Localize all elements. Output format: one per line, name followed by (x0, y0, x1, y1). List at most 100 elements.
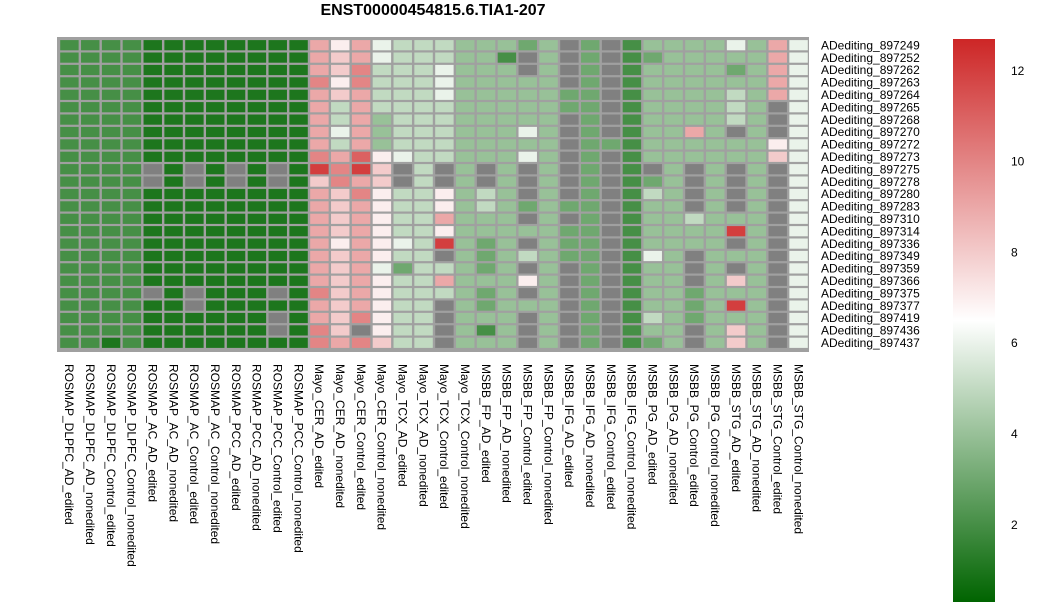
heatmap-cell (622, 288, 642, 299)
heatmap-cell (747, 114, 767, 125)
heatmap-cell (206, 288, 225, 299)
heatmap-cell (664, 201, 683, 212)
heatmap-cell (164, 151, 183, 162)
heatmap-cell (601, 64, 621, 76)
heatmap-cell (164, 176, 183, 187)
heatmap-cell (789, 250, 808, 262)
heatmap-cell (476, 213, 496, 224)
heatmap-cell (518, 89, 537, 100)
heatmap-cell (768, 275, 787, 286)
heatmap-cell (351, 325, 371, 336)
heatmap-cell (393, 325, 412, 336)
heatmap-cell (560, 151, 579, 162)
heatmap-cell (372, 164, 392, 175)
column-label: MSBB_FP_AD_nonedited (500, 364, 514, 503)
heatmap-cell (331, 250, 350, 262)
heatmap-cell (164, 114, 183, 125)
heatmap-cell (206, 77, 225, 88)
heatmap-cell (768, 52, 787, 63)
heatmap-cell (435, 201, 454, 212)
heatmap-cell (581, 126, 600, 138)
heatmap-cell (435, 300, 454, 311)
heatmap-cell (643, 151, 662, 162)
heatmap-cell (456, 164, 475, 175)
heatmap-cell (372, 325, 392, 336)
heatmap-cell (560, 64, 579, 76)
heatmap-cell (226, 201, 246, 212)
heatmap-cell (664, 188, 683, 200)
column-label: ROSMAP_AC_AD_nonedited (166, 364, 180, 522)
heatmap-cell (643, 139, 662, 150)
heatmap-cell (331, 102, 350, 113)
heatmap-cell (393, 337, 412, 348)
heatmap-cell (435, 139, 454, 150)
heatmap-cell (143, 139, 162, 150)
heatmap-cell (560, 164, 579, 175)
heatmap-cell (414, 89, 433, 100)
heatmap-cell (247, 114, 267, 125)
heatmap-cell (393, 312, 412, 324)
heatmap-cell (789, 275, 808, 286)
heatmap-cell (539, 89, 558, 100)
column-label: Mayo_TCX_Control_nonedited (458, 364, 472, 529)
heatmap-cell (476, 151, 496, 162)
heatmap-cell (351, 201, 371, 212)
heatmap-cell (581, 275, 600, 286)
heatmap-cell (268, 52, 287, 63)
heatmap-cell (768, 300, 787, 311)
heatmap-cell (664, 77, 683, 88)
heatmap-cell (685, 164, 704, 175)
heatmap-cell (226, 188, 246, 200)
heatmap-cell (372, 201, 392, 212)
heatmap-cell (497, 164, 517, 175)
column-label: ROSMAP_DLPFC_Control_edited (104, 364, 118, 547)
heatmap-cell (310, 64, 329, 76)
heatmap-cell (351, 250, 371, 262)
heatmap-cell (601, 238, 621, 249)
heatmap-cell (289, 188, 308, 200)
heatmap-cell (768, 64, 787, 76)
heatmap-cell (372, 312, 392, 324)
heatmap-cell (747, 139, 767, 150)
heatmap-cell (664, 312, 683, 324)
heatmap-cell (247, 263, 267, 274)
heatmap-cell (643, 275, 662, 286)
heatmap-cell (81, 263, 100, 274)
heatmap-cell (601, 325, 621, 336)
heatmap-cell (372, 275, 392, 286)
heatmap-cell (268, 238, 287, 249)
heatmap-cell (247, 250, 267, 262)
heatmap-cell (685, 288, 704, 299)
heatmap-cell (664, 102, 683, 113)
heatmap-cell (164, 201, 183, 212)
column-label: MSBB_FP_Control_nonedited (541, 364, 555, 525)
heatmap-cell (664, 52, 683, 63)
heatmap-cell (581, 40, 600, 51)
heatmap-cell (81, 337, 100, 348)
row-label: ADediting_897273 (821, 150, 920, 164)
heatmap-cell (122, 201, 142, 212)
heatmap-cell (497, 288, 517, 299)
heatmap-cell (726, 126, 746, 138)
heatmap-cell (622, 64, 642, 76)
heatmap-cell (601, 213, 621, 224)
heatmap-cell (768, 176, 787, 187)
heatmap-cell (206, 275, 225, 286)
heatmap-cell (206, 102, 225, 113)
heatmap-cell (268, 114, 287, 125)
heatmap-cell (789, 263, 808, 274)
heatmap-cell (164, 40, 183, 51)
heatmap-cell (247, 188, 267, 200)
heatmap-cell (456, 102, 475, 113)
heatmap-cell (622, 188, 642, 200)
heatmap-cell (685, 52, 704, 63)
heatmap-cell (226, 40, 246, 51)
heatmap-cell (768, 40, 787, 51)
colorbar-tick-label: 10 (1011, 155, 1025, 169)
heatmap-cell (643, 52, 662, 63)
heatmap-cell (706, 52, 725, 63)
heatmap-cell (414, 288, 433, 299)
heatmap-cell (101, 226, 121, 237)
heatmap-cell (372, 213, 392, 224)
heatmap-cell (518, 226, 537, 237)
